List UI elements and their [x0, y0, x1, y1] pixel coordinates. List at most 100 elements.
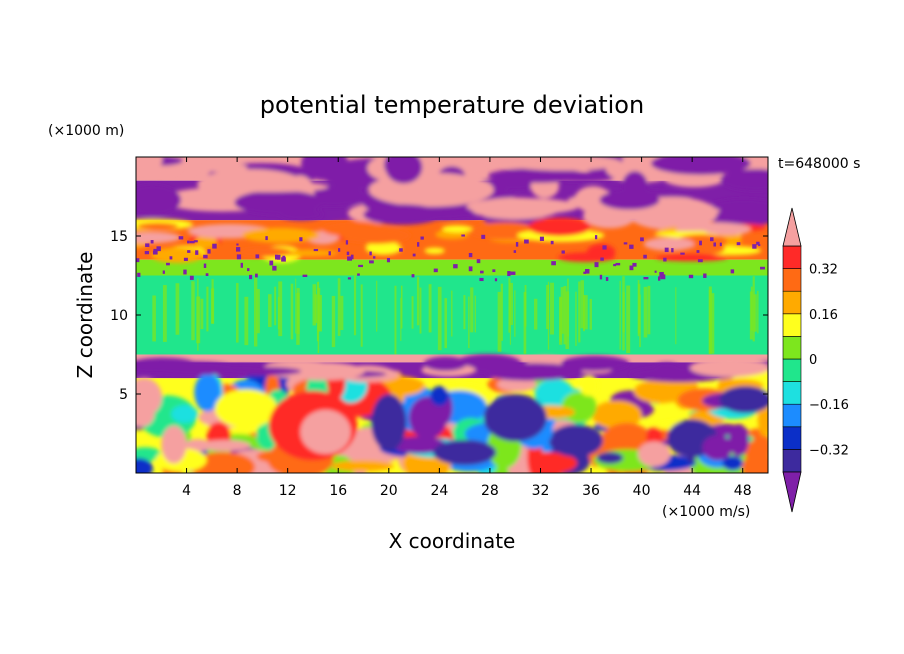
streak	[470, 287, 474, 333]
streak	[451, 290, 453, 337]
streak	[394, 285, 397, 355]
speck	[719, 242, 722, 247]
y-tick-label: 10	[110, 308, 128, 324]
speck	[183, 269, 187, 275]
speck	[144, 251, 150, 255]
upper-blob	[503, 157, 622, 171]
colorbar-box	[782, 449, 802, 473]
y-unit-label: (×1000 m)	[48, 123, 124, 139]
upper-blob	[209, 181, 329, 193]
lower-feature-2	[161, 425, 187, 464]
tropopause-blob	[242, 227, 319, 243]
lower-blob	[719, 386, 768, 414]
streak	[509, 282, 513, 326]
streak	[196, 296, 201, 344]
speck	[629, 265, 634, 271]
streak	[560, 287, 565, 334]
streak	[278, 281, 283, 337]
streak	[376, 280, 378, 332]
streak	[468, 296, 470, 349]
speck	[758, 244, 761, 247]
streak	[295, 278, 297, 334]
speck	[671, 248, 674, 253]
tropopause-blob	[643, 237, 695, 251]
lower-blob	[548, 424, 603, 457]
x-tick-label: 20	[380, 483, 398, 499]
upper-blob	[651, 157, 751, 175]
streak	[474, 295, 476, 333]
speck	[664, 247, 669, 253]
strip-blob	[147, 361, 238, 376]
lower-blob	[633, 379, 688, 404]
speck	[756, 241, 760, 245]
lower-blob	[190, 452, 255, 473]
colorbar-top-arrow	[782, 207, 802, 247]
speck	[461, 234, 465, 237]
speck	[697, 259, 703, 263]
lower-blob	[171, 405, 199, 424]
speck	[602, 245, 607, 250]
speck	[594, 262, 599, 268]
speck	[369, 251, 372, 256]
streak	[583, 295, 588, 330]
speck	[205, 273, 209, 276]
speck	[189, 240, 195, 244]
speck	[659, 271, 664, 277]
colorbar-box	[782, 313, 802, 337]
lower-blob	[496, 377, 537, 392]
speck	[169, 256, 173, 260]
streak	[514, 290, 516, 337]
x-axis-title: X coordinate	[389, 529, 516, 553]
field-band-3	[136, 259, 768, 276]
x-unit-label: (×1000 m/s)	[662, 504, 750, 520]
speck	[153, 248, 158, 253]
x-tick-label: 12	[279, 483, 297, 499]
strip-blob	[219, 366, 302, 376]
speck	[615, 262, 621, 266]
upper-blob	[663, 170, 725, 188]
upper-blob	[488, 168, 587, 183]
speck	[369, 260, 374, 264]
chart-title: potential temperature deviation	[260, 91, 644, 119]
speck	[255, 273, 258, 278]
lower-feature-1	[300, 409, 351, 455]
speck	[193, 240, 198, 243]
streak	[419, 287, 422, 334]
strip-blob	[487, 363, 583, 381]
streak	[331, 295, 336, 348]
colorbar-bottom-arrow	[782, 471, 802, 513]
strip-blob	[564, 357, 625, 372]
tropopause-blob	[340, 226, 411, 244]
speck	[605, 277, 609, 281]
streak	[152, 295, 156, 342]
speck	[156, 246, 161, 252]
streak	[314, 294, 318, 324]
lower-blob	[392, 436, 447, 454]
speck	[272, 265, 277, 271]
x-tick-label: 4	[182, 483, 191, 499]
speck	[600, 257, 604, 261]
speck	[373, 256, 376, 259]
speck	[654, 270, 657, 273]
colorbar-tick-label: 0.32	[809, 263, 838, 278]
speck	[629, 244, 634, 249]
lower-blob	[579, 375, 599, 397]
streak	[589, 298, 592, 330]
speck	[240, 262, 244, 268]
lower-blob	[136, 447, 162, 462]
lower-blob	[742, 452, 768, 473]
colorbar-box	[782, 358, 802, 382]
speck	[137, 272, 141, 277]
lower-blob	[722, 455, 744, 471]
tropopause-blob	[655, 254, 728, 262]
speck	[282, 255, 286, 260]
lower-blob	[136, 377, 163, 417]
speck	[710, 237, 714, 242]
speck	[736, 242, 741, 246]
speck	[507, 271, 511, 277]
speck	[613, 263, 617, 267]
y-axis-ticks: 5 10 15	[110, 229, 768, 403]
speck	[476, 259, 481, 264]
tropopause-blob	[136, 231, 181, 244]
upper-blob	[385, 157, 423, 184]
